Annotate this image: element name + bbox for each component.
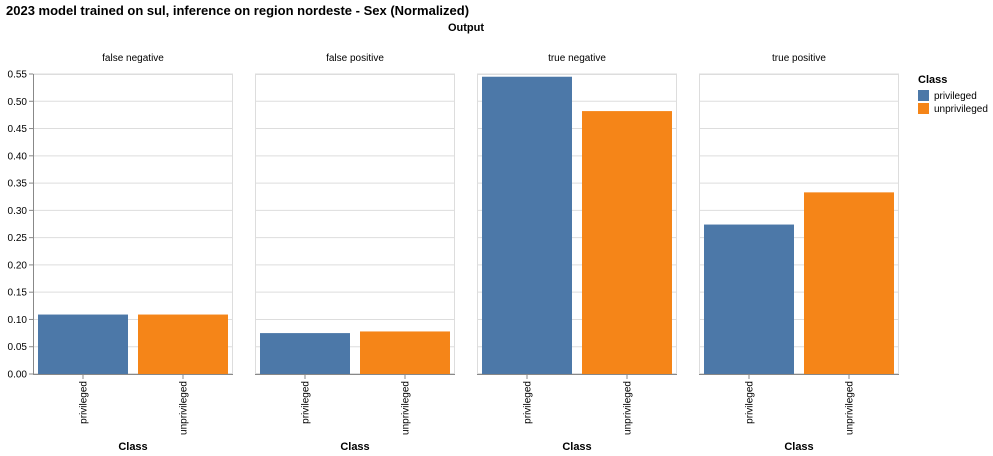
facet-panel: false negative privileged unprivileged Clas… xyxy=(33,53,233,453)
bar-privileged xyxy=(704,224,794,374)
x-axis-title: Class xyxy=(340,441,369,453)
facet-panel: true negative privileged unprivileged Class xyxy=(477,53,677,453)
y-tick-label: 0.25 xyxy=(8,233,28,244)
x-axis-title: Class xyxy=(784,441,813,453)
facet-label: true positive xyxy=(772,53,826,64)
y-tick-label: 0.45 xyxy=(8,124,28,135)
facet-label: false positive xyxy=(326,53,384,64)
bar-privileged xyxy=(38,314,128,374)
panel-border xyxy=(699,74,899,374)
y-tick-label: 0.00 xyxy=(8,370,28,381)
bar-unprivileged xyxy=(582,111,672,374)
panel-border xyxy=(477,74,677,374)
facet-panel: false positive privileged unprivileged Clas… xyxy=(255,53,455,453)
y-tick-label: 0.10 xyxy=(8,315,28,326)
bar-unprivileged xyxy=(804,192,894,374)
x-axis-title: Class xyxy=(562,441,591,453)
x-tick-label: privileged xyxy=(523,381,534,424)
x-tick-label: unprivileged xyxy=(179,381,190,435)
x-tick-label: privileged xyxy=(301,381,312,424)
panel-border xyxy=(255,74,455,374)
bar-privileged xyxy=(482,76,572,375)
x-tick-label: unprivileged xyxy=(401,381,412,435)
column-title: Output xyxy=(448,22,484,34)
legend: Class privileged unprivileged xyxy=(918,74,988,115)
x-tick-label: privileged xyxy=(745,381,756,424)
y-tick-label: 0.15 xyxy=(8,288,28,299)
chart-title: 2023 model trained on sul, inference on … xyxy=(6,3,469,18)
y-tick-label: 0.40 xyxy=(8,151,28,162)
y-tick-label: 0.05 xyxy=(8,342,28,353)
x-tick-label: privileged xyxy=(79,381,90,424)
legend-swatch-privileged xyxy=(918,90,929,101)
x-tick-label: unprivileged xyxy=(845,381,856,435)
y-tick-label: 0.20 xyxy=(8,260,28,271)
facet-panel: true positive privileged unprivileged Class xyxy=(699,53,899,453)
y-tick-label: 0.30 xyxy=(8,206,28,217)
facet-label: true negative xyxy=(548,53,606,64)
legend-title: Class xyxy=(918,74,947,86)
x-tick-label: unprivileged xyxy=(623,381,634,435)
facet-label: false negative xyxy=(102,53,164,64)
legend-label-unprivileged: unprivileged xyxy=(934,104,988,115)
y-tick-label: 0.50 xyxy=(8,97,28,108)
bar-unprivileged xyxy=(138,314,228,374)
y-tick-label: 0.35 xyxy=(8,179,28,190)
legend-label-privileged: privileged xyxy=(934,91,977,102)
y-tick-label: 0.55 xyxy=(8,70,28,81)
bar-unprivileged xyxy=(360,331,450,374)
legend-swatch-unprivileged xyxy=(918,103,929,114)
plot-area: 0.00 0.05 0.10 0.15 0.20 0.25 0.30 0.35 0.40 0.45… xyxy=(8,53,899,453)
bar-privileged xyxy=(260,333,350,374)
x-axis-title: Class xyxy=(118,441,147,453)
